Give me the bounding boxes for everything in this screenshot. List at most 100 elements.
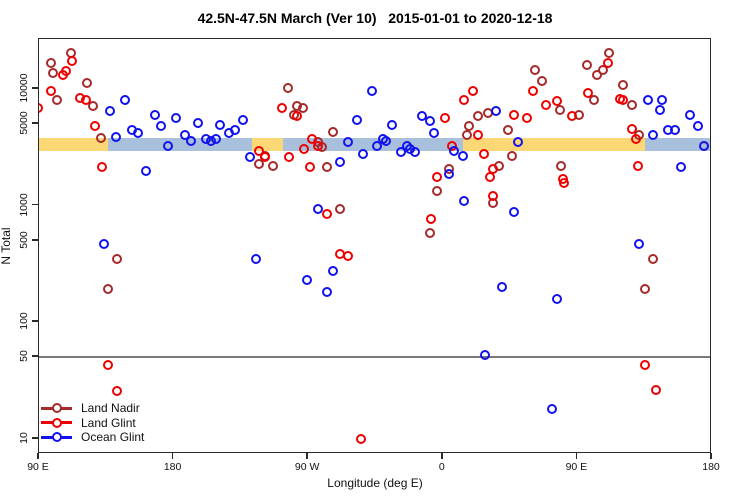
data-point-ocean-glint: [490, 106, 501, 117]
data-point-land-glint: [439, 113, 450, 124]
legend-circle-icon: [51, 432, 62, 443]
data-point-land-nadir: [432, 185, 443, 196]
data-point-ocean-glint: [98, 239, 109, 250]
y-tick: [32, 87, 38, 89]
data-point-land-nadir: [581, 59, 592, 70]
legend-label: Land Nadir: [81, 401, 140, 416]
data-point-land-nadir: [472, 111, 483, 122]
data-point-land-nadir: [327, 126, 338, 137]
data-point-land-nadir: [297, 103, 308, 114]
x-tick: [171, 453, 174, 459]
data-point-ocean-glint: [193, 118, 204, 129]
data-point-land-glint: [632, 160, 643, 171]
data-point-land-nadir: [604, 48, 615, 58]
data-point-ocean-glint: [245, 151, 256, 162]
data-point-land-nadir: [95, 133, 106, 144]
legend-marker-icon: [41, 403, 72, 414]
data-point-ocean-glint: [396, 146, 407, 157]
data-point-ocean-glint: [513, 136, 524, 147]
x-tick: [37, 453, 39, 459]
data-point-ocean-glint: [381, 135, 392, 146]
data-point-land-glint: [557, 173, 568, 184]
data-point-land-glint: [650, 385, 661, 396]
data-point-ocean-glint: [480, 350, 491, 361]
data-point-ocean-glint: [387, 120, 398, 131]
data-point-ocean-glint: [409, 146, 420, 157]
data-point-ocean-glint: [170, 113, 181, 124]
band-land-segment: [462, 138, 646, 151]
legend-circle-icon: [51, 403, 62, 414]
data-point-land-nadir: [254, 158, 265, 169]
data-point-land-glint: [626, 123, 637, 134]
data-point-land-glint: [551, 96, 562, 107]
data-point-ocean-glint: [179, 130, 190, 141]
data-point-land-glint: [508, 110, 519, 121]
data-point-ocean-glint: [457, 150, 468, 161]
data-point-land-nadir: [554, 105, 565, 116]
x-tick: [710, 453, 712, 459]
data-point-land-glint: [602, 58, 613, 69]
data-point-ocean-glint: [342, 136, 353, 147]
data-point-land-glint: [468, 86, 479, 97]
data-point-ocean-glint: [429, 128, 440, 139]
legend-circle-icon: [51, 417, 62, 428]
x-tick-label: 0: [438, 461, 445, 473]
data-point-land-nadir: [592, 70, 603, 81]
data-point-land-nadir: [321, 161, 332, 172]
data-point-ocean-glint: [698, 140, 709, 151]
data-point-ocean-glint: [110, 131, 121, 142]
data-point-land-glint: [38, 103, 43, 114]
data-point-ocean-glint: [459, 196, 470, 207]
data-point-land-nadir: [640, 283, 651, 294]
data-point-land-glint: [312, 140, 323, 151]
x-tick: [575, 453, 578, 459]
data-point-land-glint: [67, 56, 78, 67]
band-land-segment: [38, 138, 109, 151]
data-point-ocean-glint: [119, 95, 130, 106]
data-point-ocean-glint: [302, 274, 313, 285]
data-point-ocean-glint: [372, 140, 383, 151]
data-point-land-glint: [631, 133, 642, 144]
data-point-land-nadir: [282, 83, 293, 94]
data-point-ocean-glint: [185, 135, 196, 146]
data-point-land-glint: [478, 148, 489, 159]
data-point-land-glint: [472, 130, 483, 141]
data-point-ocean-glint: [155, 121, 166, 132]
data-point-ocean-glint: [140, 165, 151, 176]
x-tick-label: 180: [163, 461, 182, 473]
legend-label: Ocean Glint: [81, 430, 145, 445]
legend-item-land-nadir: Land Nadir: [41, 401, 144, 416]
data-point-land-nadir: [507, 150, 518, 161]
data-point-land-nadir: [112, 254, 123, 265]
data-point-ocean-glint: [670, 125, 681, 136]
data-point-land-nadir: [617, 80, 628, 91]
data-point-land-glint: [305, 161, 316, 172]
data-point-land-glint: [432, 171, 443, 182]
data-point-land-glint: [46, 86, 57, 97]
data-point-land-glint: [459, 95, 470, 106]
y-tick-label: 50: [18, 350, 30, 363]
y-tick: [32, 122, 38, 124]
data-point-land-nadir: [463, 121, 474, 132]
data-point-land-glint: [80, 95, 91, 106]
data-point-land-glint: [528, 86, 539, 97]
data-point-land-glint: [484, 171, 495, 182]
y-tick: [32, 203, 38, 206]
data-point-land-glint: [522, 113, 533, 124]
x-tick: [441, 453, 443, 459]
data-point-ocean-glint: [133, 128, 144, 139]
data-point-ocean-glint: [547, 403, 558, 414]
x-tick-label: 180: [702, 461, 720, 473]
x-tick-label: 90 E: [27, 461, 49, 473]
x-tick-label: 90 W: [294, 461, 320, 473]
data-point-land-nadir: [647, 254, 658, 265]
data-point-ocean-glint: [692, 121, 703, 132]
data-point-ocean-glint: [351, 115, 362, 126]
data-point-ocean-glint: [215, 120, 226, 131]
data-point-ocean-glint: [448, 145, 459, 156]
data-point-land-nadir: [589, 95, 600, 106]
legend-item-land-glint: Land Glint: [41, 416, 144, 431]
data-point-land-nadir: [626, 100, 637, 111]
data-point-ocean-glint: [508, 207, 519, 218]
